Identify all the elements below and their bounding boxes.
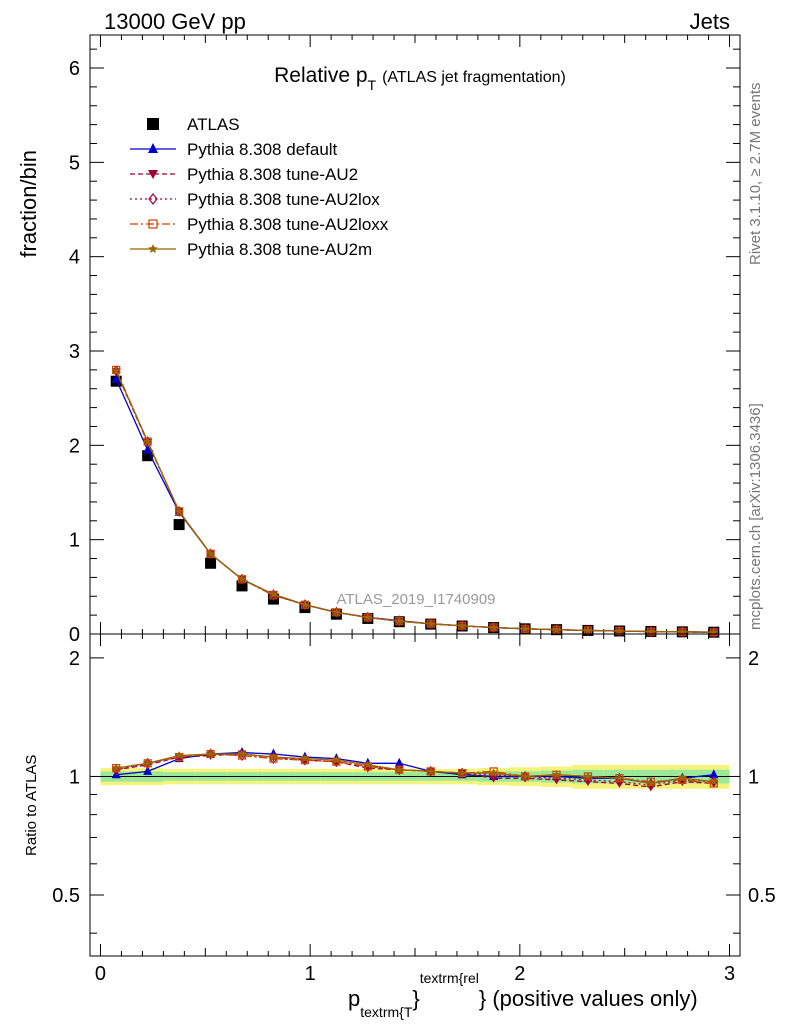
ratio-point-4 <box>363 760 373 769</box>
legend-label-1: Pythia 8.308 tune-AU2 <box>187 165 358 184</box>
y-tick-label: 0 <box>69 624 80 646</box>
legend-label-2: Pythia 8.308 tune-AU2lox <box>187 190 380 209</box>
y-tick-label: 3 <box>69 341 80 363</box>
ratio-point-4 <box>552 770 561 779</box>
ratio-y-tick-label-right: 2 <box>748 648 759 670</box>
ratio-point-4 <box>394 765 404 774</box>
ratio-y-tick-label: 2 <box>69 648 80 670</box>
ratio-point-4 <box>583 771 593 781</box>
ratio-point-2 <box>615 776 624 788</box>
x-axis-label: ptextrm{T}textrm{rel} (positive values o… <box>348 970 698 1020</box>
x-tick-label: 2 <box>514 963 525 985</box>
ratio-point-4 <box>457 768 467 777</box>
analysis-watermark: ATLAS_2019_I1740909 <box>336 591 495 608</box>
series-point-4 <box>143 437 152 446</box>
series-point-4 <box>552 625 561 634</box>
series-point-0 <box>143 444 153 454</box>
ratio-plot-frame <box>89 633 741 957</box>
legend-marker-atlas <box>147 118 159 130</box>
legend-marker-4 <box>148 244 158 254</box>
legend-marker-2 <box>148 193 158 205</box>
header-right: Jets <box>690 9 730 34</box>
ratio-point-4 <box>489 768 498 777</box>
series-point-4 <box>615 626 624 635</box>
ratio-y-axis-label: Ratio to ATLAS <box>23 755 40 856</box>
series-point-4 <box>174 506 184 516</box>
series-point-4 <box>489 622 498 632</box>
legend-marker-0 <box>148 143 158 153</box>
ratio-line-4 <box>116 753 714 785</box>
series-point-0 <box>111 373 121 383</box>
ratio-point-4 <box>206 749 215 758</box>
series-point-4 <box>300 600 310 609</box>
series-point-4 <box>363 612 373 622</box>
series-point-4 <box>646 627 656 636</box>
series-point-4 <box>520 624 530 633</box>
y-tick-label: 4 <box>69 247 80 269</box>
ratio-point-4 <box>615 773 624 782</box>
ratio-point-4 <box>709 777 719 786</box>
series-point-4 <box>426 619 436 628</box>
atlas-data-point <box>205 557 217 569</box>
ratio-point-4 <box>646 778 656 788</box>
ratio-point-2 <box>552 772 561 784</box>
y-tick-label: 2 <box>69 435 80 457</box>
ratio-point-4 <box>111 763 121 772</box>
atlas-data-point <box>173 519 185 531</box>
legend-marker-1 <box>148 170 158 179</box>
atlas-data-point <box>142 450 154 462</box>
x-tick-label: 3 <box>724 963 735 985</box>
series-layer <box>110 365 720 792</box>
legend-label-4: Pythia 8.308 tune-AU2m <box>187 240 372 259</box>
y-tick-label: 1 <box>69 530 80 552</box>
series-point-4 <box>269 589 278 599</box>
mcplots-label: mcplots.cern.ch [arXiv:1306.3436] <box>747 403 764 630</box>
series-point-4 <box>332 607 341 616</box>
legend-label-3: Pythia 8.308 tune-AU2loxx <box>187 215 389 234</box>
y-tick-label: 6 <box>69 58 80 80</box>
ratio-point-4 <box>426 766 436 776</box>
ratio-point-4 <box>237 749 247 758</box>
series-point-4 <box>394 616 404 625</box>
ratio-y-tick-label: 0.5 <box>52 885 80 907</box>
chart-title: Relative pT (ATLAS jet fragmentation) <box>274 64 566 93</box>
legend-marker-3 <box>148 219 158 229</box>
axes-ticks: 0 1 2 3 0 1 2 3 4 5 6 0.5 0.5 1 1 2 2 <box>52 35 776 985</box>
series-point-4 <box>237 574 247 583</box>
y-axis-label: fraction/bin <box>16 150 41 258</box>
legend: ATLAS Pythia 8.308 default Pythia 8.308 tu… <box>130 115 389 259</box>
ratio-y-tick-label-right: 0.5 <box>748 885 776 907</box>
ratio-point-0 <box>143 765 153 775</box>
legend-label-atlas: ATLAS <box>187 115 240 134</box>
ratio-point-4 <box>520 771 530 781</box>
ratio-point-4 <box>678 773 687 782</box>
rivet-label: Rivet 3.1.10, ≥ 2.7M events <box>747 83 764 266</box>
ratio-point-4 <box>332 755 341 764</box>
ratio-y-tick-label-right: 1 <box>748 766 759 788</box>
ratio-point-4 <box>269 752 278 761</box>
ratio-point-2 <box>646 779 656 791</box>
ratio-point-0 <box>709 769 719 779</box>
ratio-point-4 <box>174 751 184 760</box>
header-left: 13000 GeV pp <box>104 9 246 34</box>
ratio-point-4 <box>300 754 310 763</box>
ratio-point-0 <box>394 757 404 767</box>
ratio-point-4 <box>143 758 152 767</box>
y-tick-label: 5 <box>69 152 80 174</box>
ratio-line-1 <box>116 753 714 788</box>
ratio-y-tick-label: 1 <box>69 766 80 788</box>
series-line-4 <box>115 370 714 633</box>
legend-label-0: Pythia 8.308 default <box>187 140 338 159</box>
series-point-4 <box>206 549 215 558</box>
series-point-4 <box>111 366 121 375</box>
series-point-4 <box>678 627 687 636</box>
atlas-data-point <box>236 580 248 592</box>
x-tick-label: 1 <box>305 963 316 985</box>
series-point-4 <box>457 621 467 630</box>
series-point-4 <box>583 625 593 635</box>
x-tick-label: 0 <box>95 963 106 985</box>
ratio-point-2 <box>583 774 593 786</box>
